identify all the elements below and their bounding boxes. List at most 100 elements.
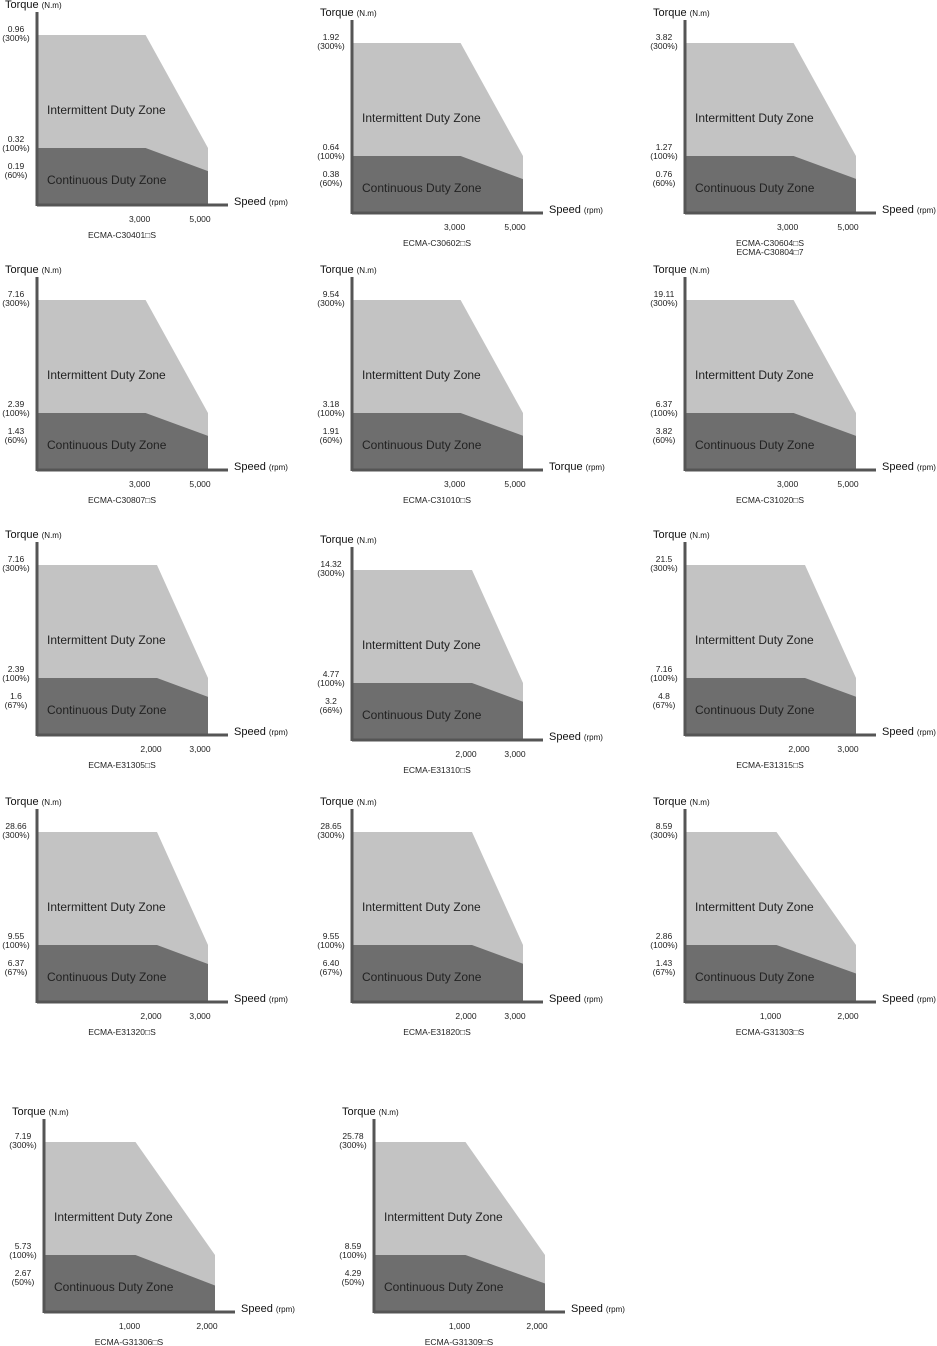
- max-speed-tick: 2,000: [196, 1321, 218, 1331]
- max-speed-tick: 3,000: [504, 749, 526, 759]
- rated-torque-pct: (100%): [339, 1250, 367, 1260]
- continuous-duty-area: [37, 148, 208, 205]
- continuous-duty-area: [37, 945, 208, 1002]
- y-axis-unit: (N.m): [42, 531, 62, 540]
- continuous-torque-pct: (60%): [5, 435, 28, 445]
- x-axis-label: Speed (rpm): [882, 726, 936, 738]
- rated-torque-pct: (100%): [2, 673, 30, 683]
- peak-torque-pct: (300%): [650, 298, 678, 308]
- rated-torque-label: 8.59: [345, 1241, 362, 1251]
- max-speed-tick: 3,000: [189, 744, 211, 754]
- y-axis-unit: (N.m): [357, 536, 377, 545]
- torque-speed-chart: Torque (N.m) Speed (rpm) 19.11(300%) 6.37(100…: [650, 264, 936, 505]
- continuous-torque-pct: (67%): [5, 967, 28, 977]
- x-axis-label: Speed (rpm): [234, 196, 288, 208]
- y-axis-label: Torque (N.m): [5, 264, 62, 276]
- model-label: ECMA-E31320□S: [88, 1027, 156, 1037]
- x-axis-label: Speed (rpm): [571, 1303, 625, 1315]
- continuous-torque-pct: (67%): [5, 700, 28, 710]
- max-speed-tick: 5,000: [504, 479, 526, 489]
- rated-torque-pct: (100%): [317, 408, 345, 418]
- intermittent-zone-label: Intermittent Duty Zone: [47, 633, 166, 647]
- knee-speed-tick: 2,000: [788, 744, 810, 754]
- y-axis-title: Torque: [653, 796, 687, 808]
- knee-speed-tick: 2,000: [140, 1011, 162, 1021]
- peak-torque-label: 3.82: [656, 32, 673, 42]
- y-axis-title: Torque: [5, 796, 39, 808]
- continuous-torque-label: 1.43: [656, 958, 673, 968]
- intermittent-zone-label: Intermittent Duty Zone: [362, 111, 481, 125]
- model-label: ECMA-E31315□S: [736, 760, 804, 770]
- x-axis-label: Speed (rpm): [882, 204, 936, 216]
- peak-torque-pct: (300%): [339, 1140, 367, 1150]
- rated-torque-label: 5.73: [15, 1241, 32, 1251]
- x-axis-label: Speed (rpm): [234, 726, 288, 738]
- rated-torque-pct: (100%): [650, 151, 678, 161]
- continuous-torque-pct: (60%): [320, 435, 343, 445]
- continuous-zone-label: Continuous Duty Zone: [362, 438, 482, 452]
- max-speed-tick: 3,000: [189, 1011, 211, 1021]
- intermittent-zone-label: Intermittent Duty Zone: [362, 900, 481, 914]
- y-axis-title: Torque: [12, 1106, 46, 1118]
- knee-speed-tick: 3,000: [444, 479, 466, 489]
- knee-speed-tick: 2,000: [140, 744, 162, 754]
- peak-torque-pct: (300%): [650, 41, 678, 51]
- x-axis-title: Speed: [549, 204, 581, 216]
- y-axis-label: Torque (N.m): [653, 264, 710, 276]
- peak-torque-label: 7.16: [8, 289, 25, 299]
- knee-speed-tick: 2,000: [455, 1011, 477, 1021]
- x-axis-title: Speed: [882, 461, 914, 473]
- continuous-zone-label: Continuous Duty Zone: [47, 438, 167, 452]
- max-speed-tick: 5,000: [504, 222, 526, 232]
- y-axis-unit: (N.m): [42, 1, 62, 10]
- rated-torque-label: 4.77: [323, 669, 340, 679]
- intermittent-zone-label: Intermittent Duty Zone: [695, 633, 814, 647]
- continuous-duty-area: [685, 945, 856, 1002]
- rated-torque-label: 0.32: [8, 134, 25, 144]
- model-label: ECMA-G31309□S: [425, 1337, 494, 1346]
- x-axis-unit: (rpm): [584, 733, 603, 742]
- continuous-zone-label: Continuous Duty Zone: [362, 181, 482, 195]
- x-axis-unit: (rpm): [269, 463, 288, 472]
- knee-speed-tick: 3,000: [777, 479, 799, 489]
- x-axis-label: Speed (rpm): [882, 993, 936, 1005]
- continuous-torque-label: 4.29: [345, 1268, 362, 1278]
- continuous-duty-area: [37, 678, 208, 735]
- max-speed-tick: 5,000: [837, 479, 859, 489]
- x-axis-label: Speed (rpm): [234, 461, 288, 473]
- max-speed-tick: 5,000: [189, 479, 211, 489]
- y-axis-unit: (N.m): [357, 798, 377, 807]
- rated-torque-label: 2.39: [8, 664, 25, 674]
- y-axis-title: Torque: [5, 529, 39, 541]
- peak-torque-label: 14.32: [320, 559, 342, 569]
- x-axis-title: Speed: [882, 726, 914, 738]
- y-axis-unit: (N.m): [42, 798, 62, 807]
- torque-speed-chart: Torque (N.m) Speed (rpm) 21.5(300%) 7.16(100%…: [650, 529, 936, 770]
- model-label: ECMA-G31306□S: [95, 1337, 164, 1346]
- y-axis-unit: (N.m): [357, 9, 377, 18]
- x-axis-unit: (rpm): [269, 728, 288, 737]
- continuous-torque-pct: (66%): [320, 705, 343, 715]
- y-axis-title: Torque: [320, 534, 354, 546]
- rated-torque-pct: (100%): [650, 673, 678, 683]
- y-axis-unit: (N.m): [690, 798, 710, 807]
- x-axis-unit: (rpm): [276, 1305, 295, 1314]
- peak-torque-label: 21.5: [656, 554, 673, 564]
- torque-speed-chart: Torque (N.m) Speed (rpm) 7.16(300%) 2.39(100%…: [2, 529, 288, 770]
- y-axis-unit: (N.m): [690, 531, 710, 540]
- torque-speed-chart: Torque (N.m)Torque (rpm)9.54(300%)3.18(100…: [317, 264, 605, 505]
- y-axis-label: Torque (N.m): [342, 1106, 399, 1118]
- max-speed-tick: 2,000: [526, 1321, 548, 1331]
- peak-torque-pct: (300%): [2, 298, 30, 308]
- peak-torque-label: 9.54: [323, 289, 340, 299]
- y-axis-title: Torque: [5, 264, 39, 276]
- continuous-torque-label: 2.67: [15, 1268, 32, 1278]
- x-axis-title: Speed: [549, 993, 581, 1005]
- x-axis-title: Speed: [234, 993, 266, 1005]
- intermittent-zone-label: Intermittent Duty Zone: [384, 1210, 503, 1224]
- intermittent-zone-label: Intermittent Duty Zone: [54, 1210, 173, 1224]
- model-label: ECMA-C30804□7: [736, 247, 803, 257]
- x-axis-unit: (rpm): [584, 995, 603, 1004]
- continuous-torque-pct: (67%): [653, 700, 676, 710]
